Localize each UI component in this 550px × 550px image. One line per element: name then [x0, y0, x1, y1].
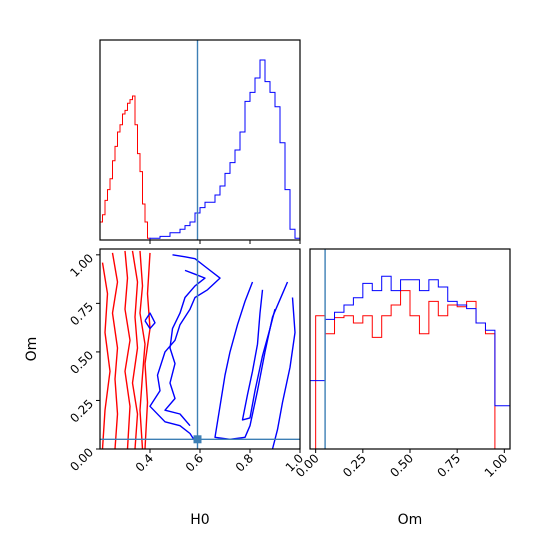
om-histogram-0 — [315, 290, 505, 450]
contour-0-3 — [131, 250, 139, 449]
om-histogram-1 — [309, 275, 511, 449]
truth-point — [193, 435, 202, 444]
h0-histogram-0 — [99, 95, 151, 240]
contour-0-1 — [111, 252, 119, 449]
om-marginal-panel: 0.00 0.25 0.50 0.75 1.00 — [293, 248, 511, 480]
contour-0-2 — [124, 250, 131, 449]
contour-1-5 — [144, 312, 156, 330]
om-histograms — [309, 275, 511, 450]
contour-1-0 — [149, 254, 221, 442]
contour-1-4 — [271, 297, 296, 449]
h0-marginal-panel — [99, 39, 301, 244]
contour-0-5 — [144, 252, 151, 449]
h0-axis-label: H0 — [190, 512, 209, 528]
h0-histogram-1 — [149, 59, 301, 240]
h0-marginal-ticks — [149, 240, 301, 244]
h0-histograms — [99, 59, 301, 240]
contour-0-0 — [101, 262, 111, 449]
om-y-axis-label: Om — [24, 337, 40, 362]
contour-1-1 — [164, 269, 206, 427]
contour-0-4 — [139, 250, 146, 449]
contour-1-3 — [241, 289, 276, 421]
om-axis-label: Om — [398, 512, 423, 528]
contour-lines — [101, 250, 296, 449]
